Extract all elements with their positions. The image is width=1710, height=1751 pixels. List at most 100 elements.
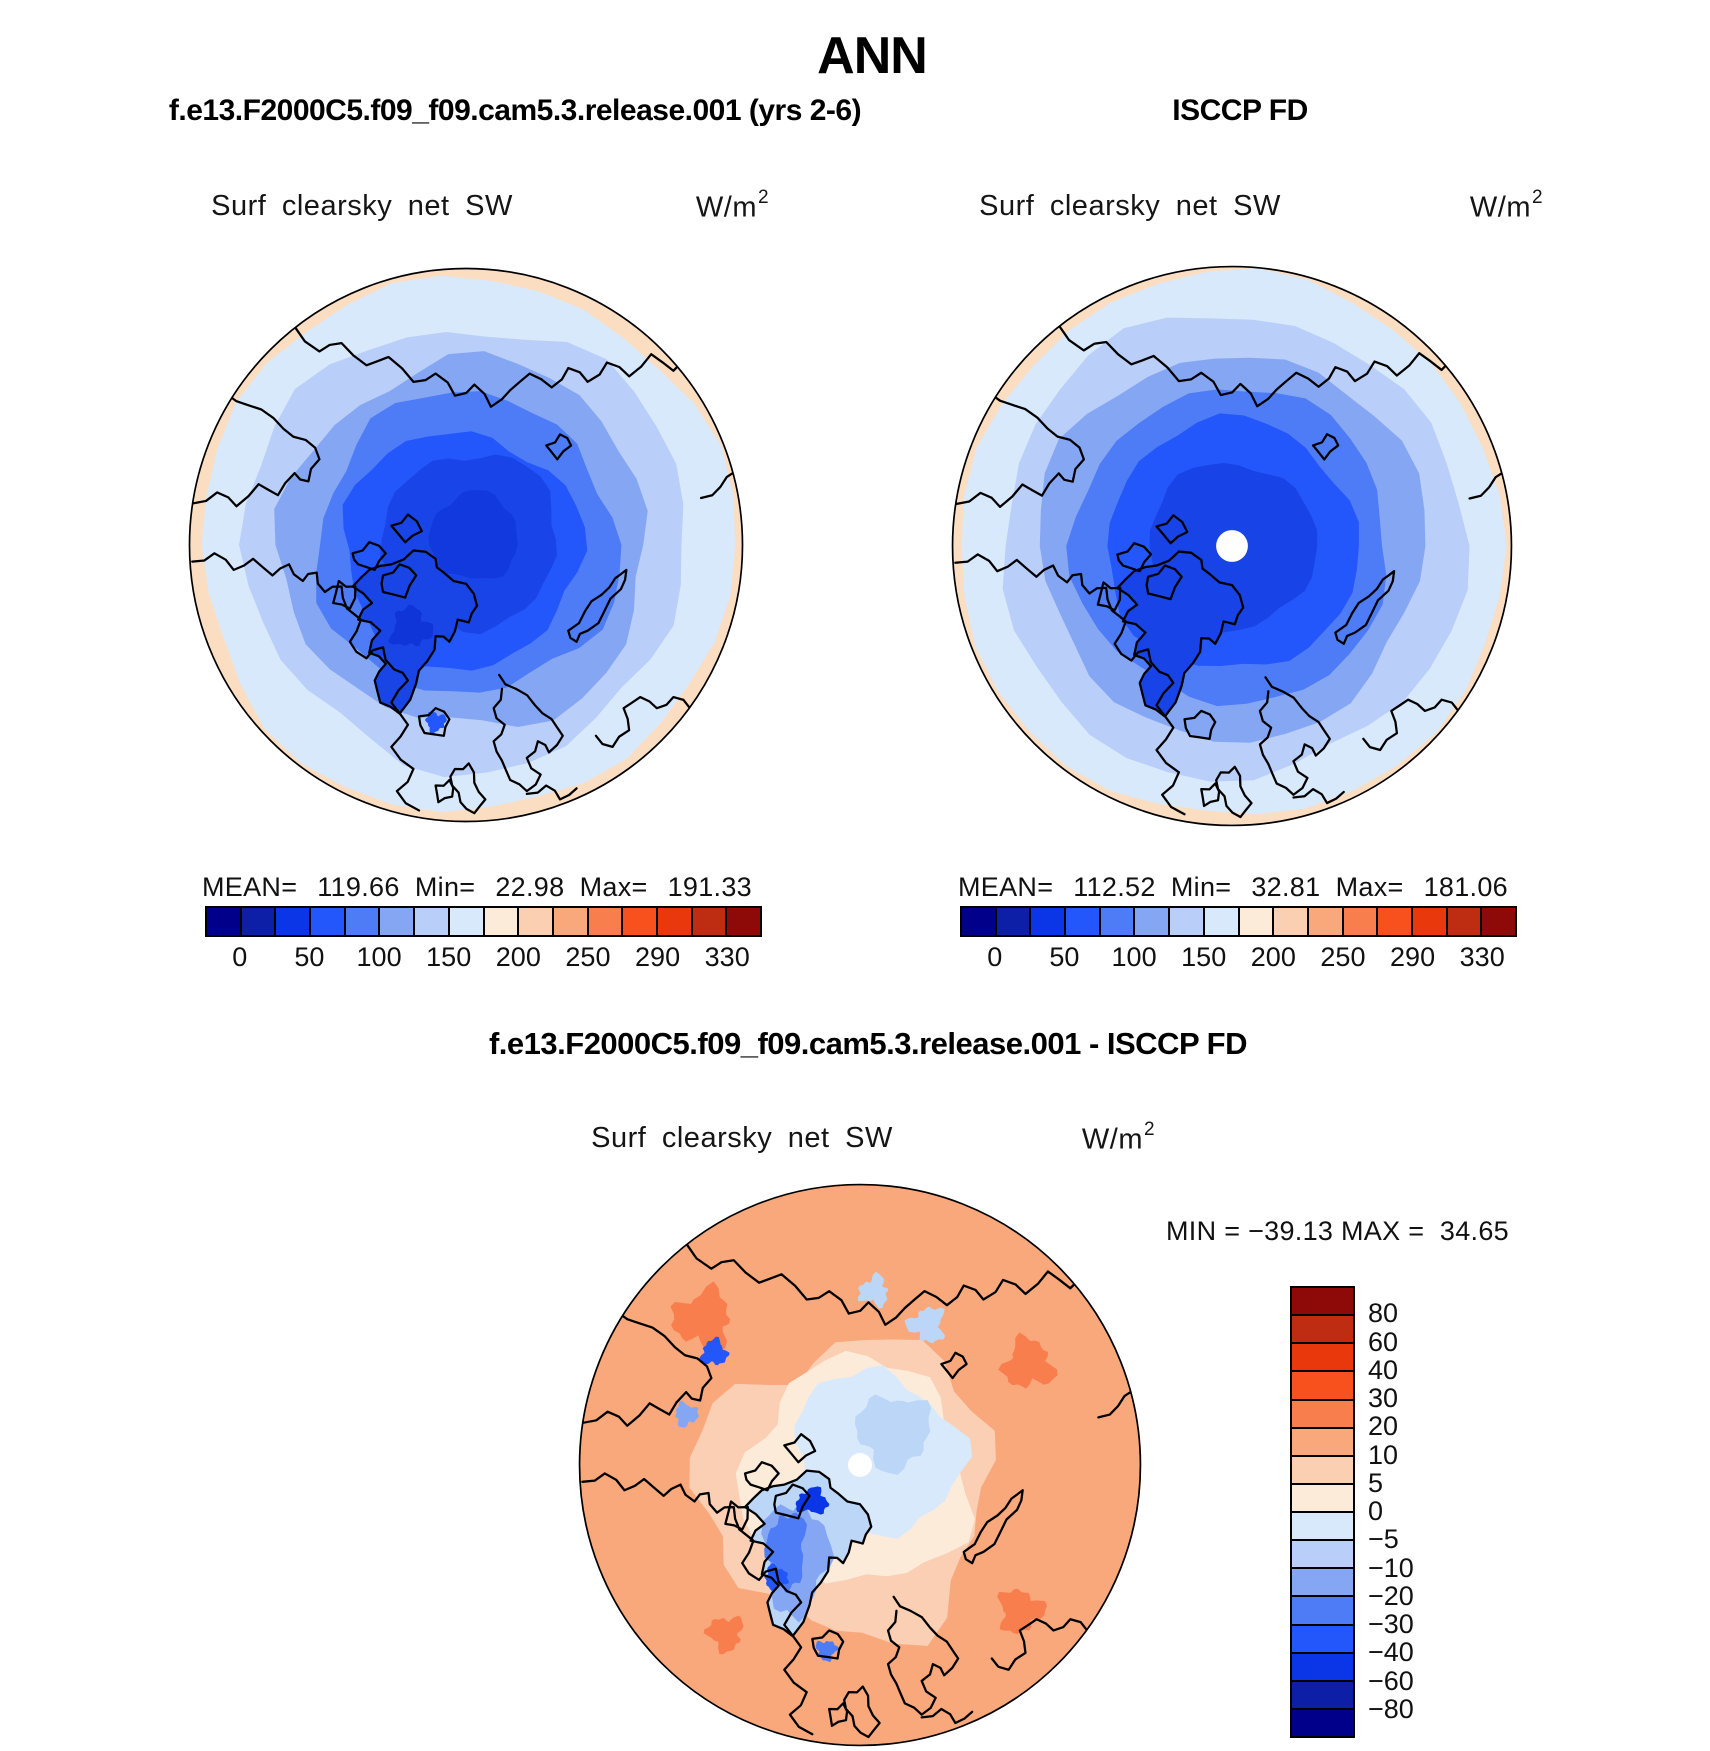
obs-units-label: W/m2 [1406, 187, 1606, 225]
coastline-arch-island [380, 563, 418, 599]
colorbar-cell [1292, 1398, 1353, 1427]
units-exponent: 2 [758, 187, 770, 208]
colorbar-tick-label: 290 [635, 942, 681, 972]
model-polar-map [188, 267, 744, 823]
colorbar-cell [1098, 908, 1134, 935]
colorbar-tick-label: 10 [1368, 1439, 1399, 1470]
stat-value: 22.98 [495, 872, 565, 902]
coastline-severnaya-zemlya [940, 1351, 968, 1380]
colorbar-cell [413, 908, 448, 935]
colorbar-cell [1292, 1288, 1353, 1315]
coastline-arch-island [1155, 514, 1189, 545]
colorbar-cell [551, 908, 587, 935]
units-base: W/m [695, 191, 757, 224]
colorbar-tick-label: 150 [1181, 942, 1227, 972]
pole-hole-dot [1216, 530, 1248, 562]
colorbar-tick-label: 200 [495, 942, 541, 972]
colorbar-tick-label: −80 [1368, 1693, 1414, 1724]
stat-mean: MEAN= 112.52 [958, 872, 1156, 902]
model-units-label: W/m2 [632, 187, 832, 225]
obs-colorbar-ticks: 0 50 100 150 200 250 290 330 [960, 942, 1517, 974]
obs-stats-row: MEAN= 112.52 Min= 32.81 Max= 181.06 [958, 872, 1508, 902]
stat-value: 32.81 [1251, 872, 1321, 902]
contour-patch [388, 604, 434, 647]
colorbar-tick-label: 330 [1459, 942, 1505, 972]
coastline-greenland [351, 549, 479, 715]
colorbar-cell [309, 908, 344, 935]
model-colorbar [205, 906, 762, 937]
stat-value: 112.52 [1073, 872, 1156, 902]
colorbar-cell [482, 908, 518, 935]
colorbar-tick-label: 250 [1320, 942, 1366, 972]
coastline-siberia [1057, 324, 1488, 408]
colorbar-tick-label: 20 [1368, 1411, 1399, 1442]
coastline-ireland [828, 1702, 849, 1727]
colorbar-cell [1292, 1370, 1353, 1399]
colorbar-tick-label: 330 [704, 942, 750, 972]
coastlines [191, 325, 739, 815]
colorbar-tick-label: 0 [232, 942, 248, 972]
map-content [579, 1184, 1141, 1746]
stat-label: Min= [1170, 872, 1232, 902]
obs-dataset-title: ISCCP FD [1172, 94, 1308, 127]
obs-polar-map [951, 265, 1513, 827]
diff-min-value: −39.13 [1248, 1216, 1334, 1246]
contour-band [703, 1615, 744, 1655]
contour-band [675, 1400, 699, 1428]
contour-band [857, 1271, 889, 1309]
colorbar-cell [1029, 908, 1065, 935]
contour-band [904, 1306, 946, 1344]
coastline-iceland [1183, 709, 1217, 740]
contour-patch [795, 1486, 830, 1515]
stat-min: Min= 32.81 [1171, 872, 1321, 902]
colorbar-tick-label: −20 [1368, 1580, 1414, 1611]
map-content [952, 266, 1512, 826]
colorbar-cell [1292, 1342, 1353, 1371]
coastline-arch-island [390, 513, 423, 544]
colorbar-tick-label: 290 [1390, 942, 1436, 972]
coastline-novaya-zemlya [1334, 570, 1396, 645]
map-outline [578, 1183, 1142, 1747]
stat-min: Min= 22.98 [415, 872, 565, 902]
coastline-scandinavia [886, 1595, 960, 1716]
colorbar-cell [1292, 1595, 1353, 1624]
colorbar-cell [239, 908, 275, 935]
colorbar-cell [207, 908, 240, 935]
colorbar-tick-label: 0 [1368, 1495, 1384, 1526]
contour-band [998, 1332, 1058, 1389]
diff-min-label: MIN = [1166, 1216, 1249, 1246]
colorbar-tick-label: 30 [1368, 1382, 1399, 1413]
colorbar-tick-label: 80 [1368, 1298, 1399, 1329]
map-content [189, 268, 743, 822]
colorbar-cell [1292, 1651, 1353, 1680]
coastlines [581, 1242, 1136, 1739]
diff-max-label: MAX = [1333, 1216, 1433, 1246]
coastline-arch-island [1096, 581, 1122, 612]
colorbar-cell [1410, 908, 1446, 935]
colorbar-cell [621, 908, 656, 935]
colorbar-tick-label: 100 [1111, 942, 1157, 972]
coastline-greenland [1116, 550, 1245, 718]
colorbar-cell [1306, 908, 1342, 935]
stat-mean: MEAN= 119.66 [202, 872, 400, 902]
coastline-chukotka [191, 380, 321, 508]
colorbar-tick-label: 60 [1368, 1326, 1399, 1357]
coastline-right-arc [699, 469, 739, 500]
coastline-severnaya-zemlya [1311, 433, 1340, 461]
coastline-arch-island [332, 579, 357, 610]
colorbar-cell [655, 908, 691, 935]
diff-field-label: Surf clearsky net SW [591, 1122, 893, 1154]
diff-panel-title: f.e13.F2000C5.f09_f09.cam5.3.release.001… [488, 1026, 1248, 1061]
units-exponent: 2 [1532, 187, 1544, 208]
colorbar-tick-label: −10 [1368, 1552, 1414, 1583]
colorbar-cell [1292, 1314, 1353, 1343]
colorbar-tick-label: 150 [426, 942, 472, 972]
colorbar-tick-label: 5 [1368, 1467, 1384, 1498]
diff-max-value: 34.65 [1432, 1216, 1509, 1246]
coastline-greenland [743, 1469, 873, 1638]
model-stats-row: MEAN= 119.66 Min= 22.98 Max= 191.33 [202, 872, 752, 902]
diff-minmax-row: MIN = −39.13 MAX = 34.65 [1166, 1216, 1509, 1247]
coastline-siberia [293, 325, 719, 408]
pole-hole-dot [848, 1453, 872, 1477]
colorbar-cell [690, 908, 726, 935]
